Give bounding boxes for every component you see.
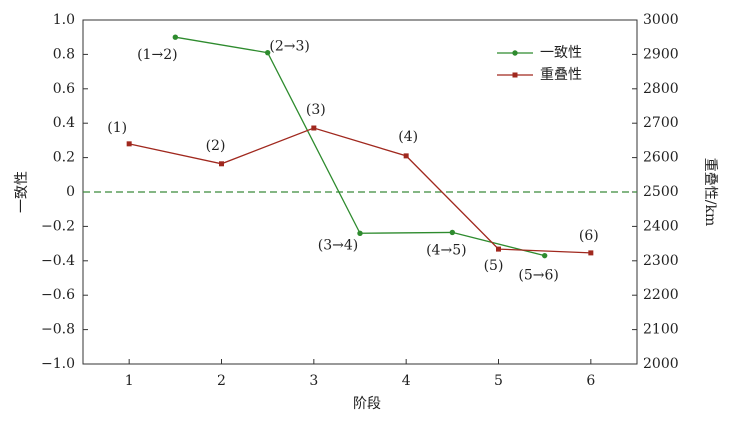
y2-tick-label: 2800 xyxy=(643,81,679,97)
marker xyxy=(219,161,224,167)
series-line xyxy=(129,127,591,254)
legend-marker xyxy=(512,50,518,56)
point-label: (4) xyxy=(398,129,418,145)
point-label: (5→6) xyxy=(518,268,558,284)
x-tick-label: 1 xyxy=(125,373,134,389)
y-axis-label: 一致性 xyxy=(14,171,30,213)
y-tick-label: 1.0 xyxy=(53,12,75,28)
marker xyxy=(588,250,594,256)
y2-tick-label: 2300 xyxy=(643,253,679,269)
x-tick-label: 2 xyxy=(217,373,226,389)
marker xyxy=(311,125,317,131)
marker xyxy=(403,153,409,159)
point-label: (1→2) xyxy=(137,47,177,63)
y-tick-label: −1.0 xyxy=(41,356,75,372)
y2-tick-label: 2000 xyxy=(643,356,679,372)
point-label: (1) xyxy=(107,120,127,136)
y-tick-label: −0.8 xyxy=(41,322,75,338)
marker xyxy=(357,230,363,236)
point-label: (3) xyxy=(306,102,326,118)
y2-tick-label: 2600 xyxy=(643,150,679,166)
y2-tick-label: 2100 xyxy=(643,322,679,338)
y-tick-label: 0.4 xyxy=(53,115,75,131)
y2-tick-label: 2900 xyxy=(643,46,679,62)
point-label: (6) xyxy=(579,228,599,244)
marker xyxy=(126,141,132,147)
marker xyxy=(172,34,179,40)
x-axis-label: 阶段 xyxy=(353,396,381,412)
y-tick-label: 0 xyxy=(66,184,75,200)
y2-axis-label: 重叠性/km xyxy=(702,158,718,226)
y2-tick-label: 3000 xyxy=(643,12,679,28)
legend-marker xyxy=(512,72,518,78)
marker xyxy=(264,49,271,56)
y-tick-label: −0.4 xyxy=(41,253,75,269)
y2-tick-label: 2500 xyxy=(643,184,679,200)
point-label: (5) xyxy=(484,258,504,274)
x-tick-label: 6 xyxy=(586,373,595,389)
series-line xyxy=(175,36,545,257)
marker xyxy=(449,229,456,236)
point-label: (4→5) xyxy=(426,242,466,258)
x-tick-label: 5 xyxy=(494,373,503,389)
y-tick-label: 0.6 xyxy=(53,81,75,97)
y2-tick-label: 2400 xyxy=(643,218,679,234)
y-tick-label: 0.8 xyxy=(53,46,75,62)
point-label: (2) xyxy=(206,138,226,154)
y-tick-label: −0.2 xyxy=(41,218,75,234)
point-label: (3→4) xyxy=(318,237,358,253)
legend-label: 一致性 xyxy=(540,45,582,61)
y2-tick-label: 2700 xyxy=(643,115,679,131)
x-tick-label: 3 xyxy=(309,373,318,389)
legend-label: 重叠性 xyxy=(540,67,582,83)
y2-tick-label: 2200 xyxy=(643,287,679,303)
y-tick-label: 0.2 xyxy=(53,150,75,166)
y-tick-label: −0.6 xyxy=(41,287,75,303)
point-label: (2→3) xyxy=(269,39,309,55)
x-tick-label: 4 xyxy=(402,373,411,389)
marker xyxy=(541,252,548,259)
marker xyxy=(496,246,501,252)
